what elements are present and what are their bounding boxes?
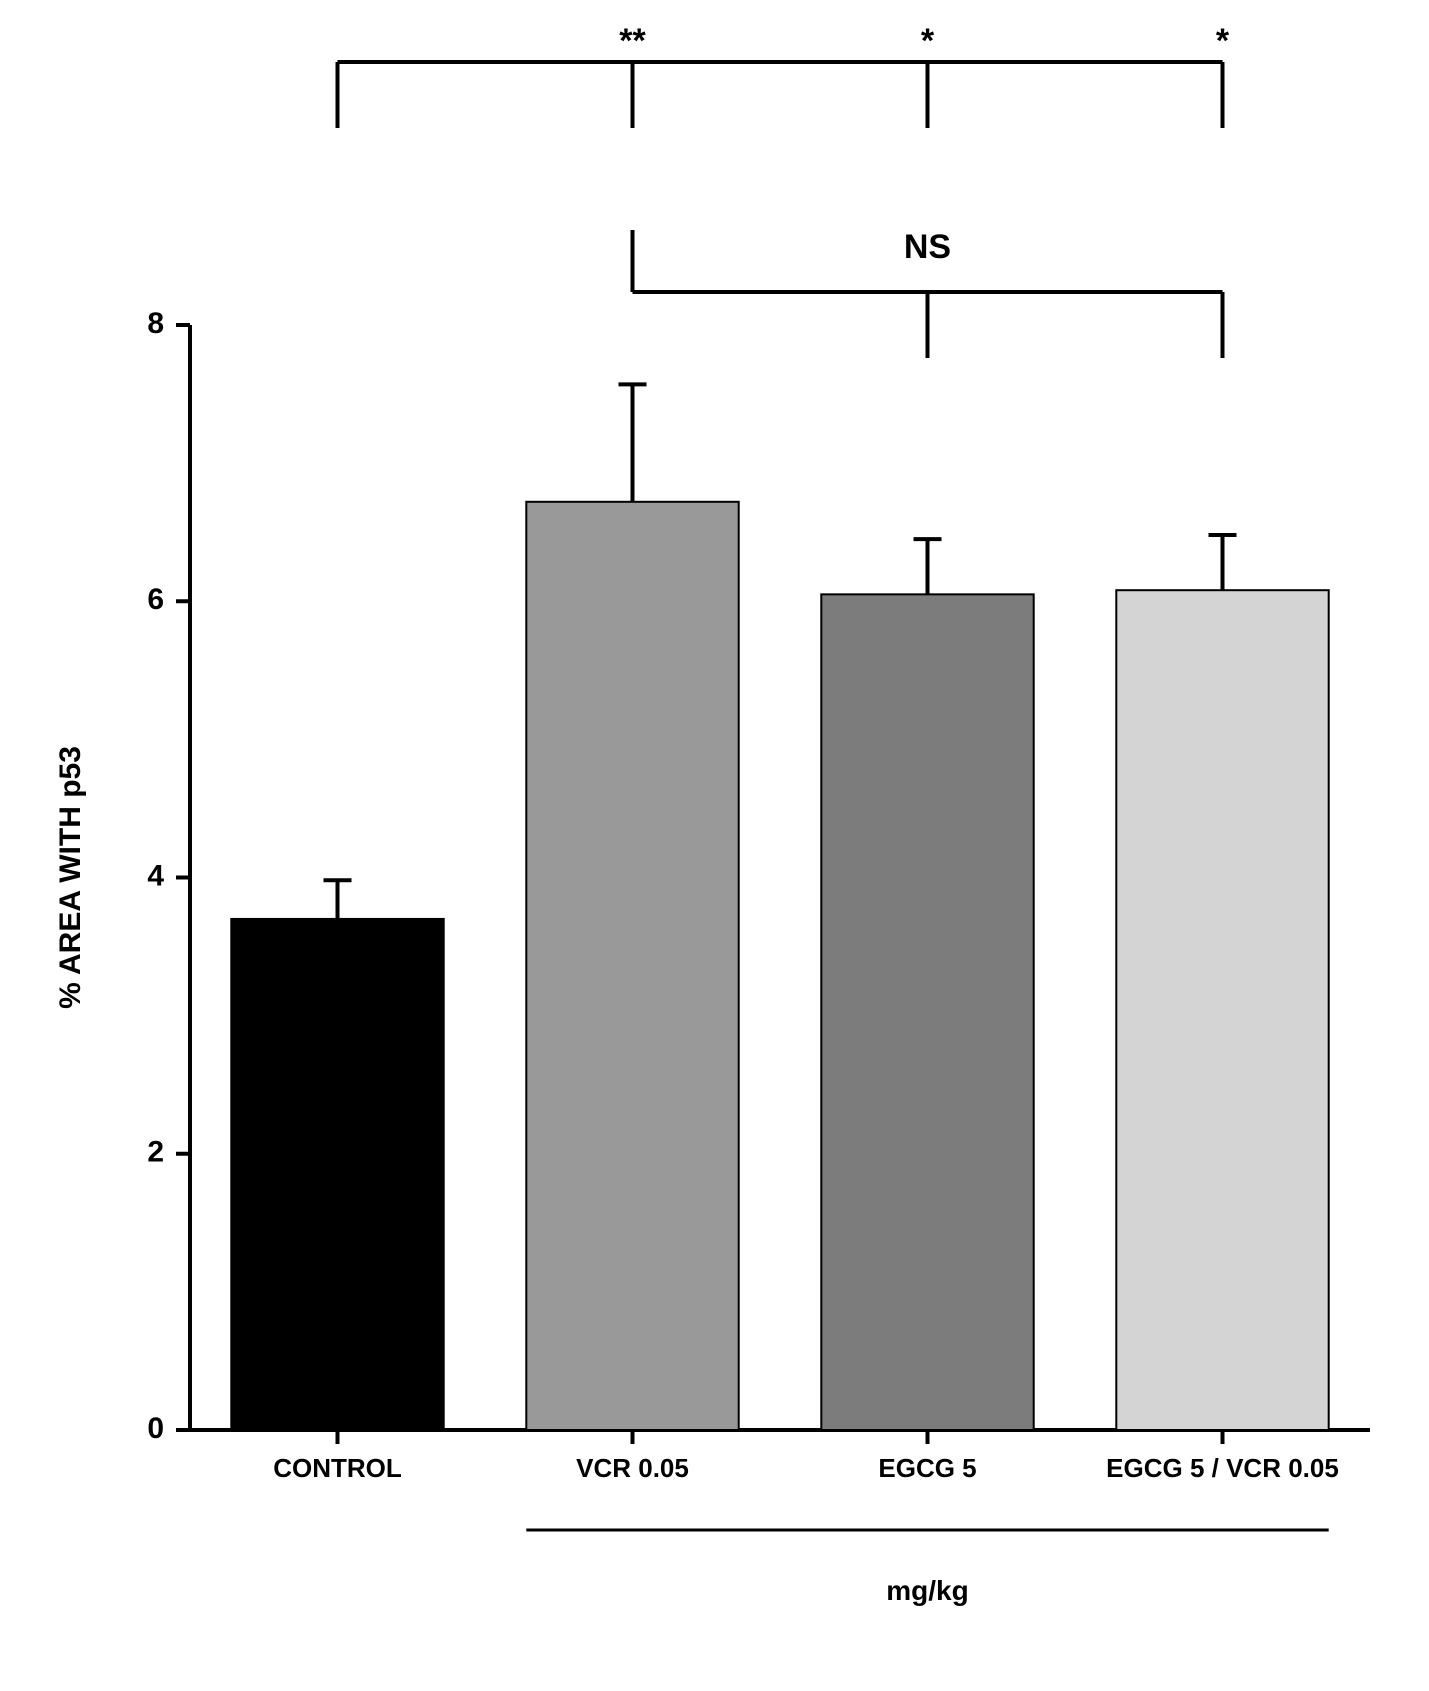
bar-chart: 0 2 4 6 8 % AREA WITH p53 CONTROL VCR 0.05 EGCG …	[0, 0, 1429, 1691]
y-axis-title: % AREA WITH p53	[54, 746, 87, 1009]
significance-label-ns: NS	[904, 228, 951, 266]
x-category-label: EGCG 5 / VCR 0.05	[1106, 1453, 1339, 1483]
y-tick-label: 6	[147, 583, 164, 616]
significance-label: *	[1216, 22, 1230, 60]
y-tick-label: 8	[147, 307, 164, 340]
y-tick-label: 0	[147, 1412, 164, 1445]
x-unit-label: mg/kg	[886, 1575, 968, 1606]
bar	[821, 594, 1033, 1430]
bar	[231, 919, 443, 1430]
significance-label: *	[921, 22, 935, 60]
bar	[1116, 590, 1328, 1430]
x-category-label: EGCG 5	[878, 1453, 976, 1483]
x-category-label: VCR 0.05	[576, 1453, 689, 1483]
x-category-label: CONTROL	[273, 1453, 402, 1483]
significance-label: **	[619, 22, 646, 60]
bar	[526, 502, 738, 1430]
y-tick-label: 4	[147, 859, 164, 892]
y-tick-label: 2	[147, 1136, 164, 1169]
